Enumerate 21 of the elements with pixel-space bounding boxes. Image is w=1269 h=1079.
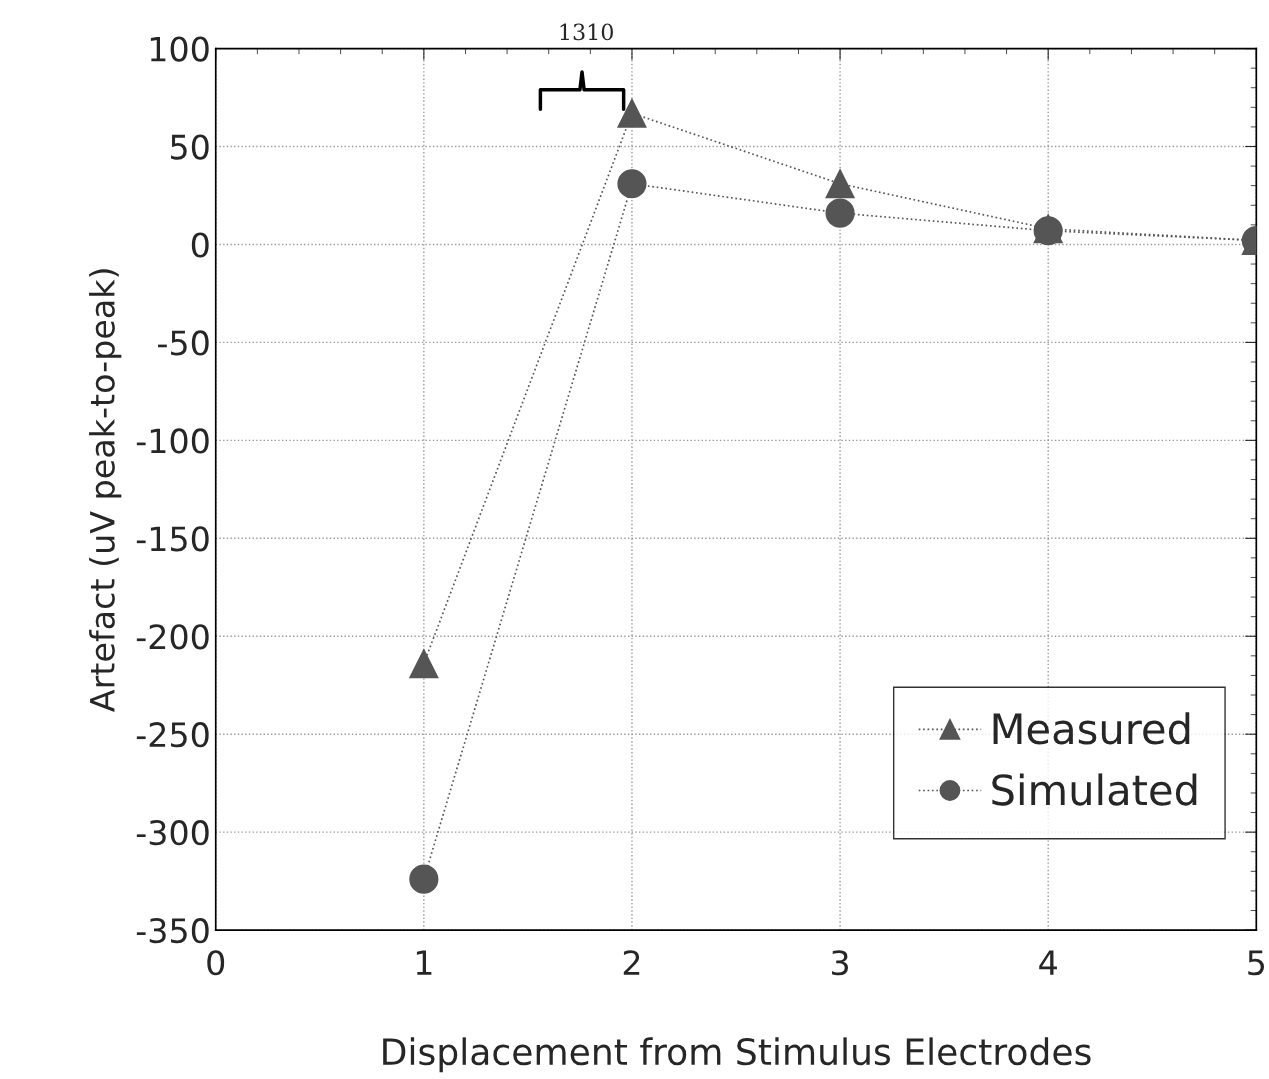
x-tick-label: 3 — [832, 950, 849, 976]
y-tick-label: 50 — [171, 134, 209, 160]
y-tick-label: -300 — [136, 820, 209, 846]
y-tick-label: -150 — [136, 526, 209, 552]
x-tick-label: 2 — [623, 950, 640, 975]
x-tick-label: 1 — [416, 950, 432, 975]
legend-label: Simulated — [992, 773, 1197, 806]
x-tick-label: 5 — [1248, 950, 1264, 976]
x-axis-title: Displacement from Stimulus Electrodes — [383, 1037, 1091, 1073]
y-tick-label: -250 — [136, 722, 209, 748]
y-axis-title: Artefact (uV peak-to-peak) — [89, 269, 122, 712]
y-tick-label: -200 — [136, 624, 209, 650]
y-tick-label: -50 — [158, 330, 209, 356]
y-tick-label: 100 — [150, 36, 209, 62]
x-tick-label: 0 — [207, 950, 225, 976]
text: 1310 — [560, 23, 613, 41]
y-tick-label: -350 — [136, 918, 209, 944]
legend-label: Measured — [993, 712, 1190, 745]
x-tick-label: 4 — [1039, 950, 1057, 975]
y-tick-label: -100 — [136, 428, 209, 454]
y-tick-label: 0 — [191, 232, 209, 258]
